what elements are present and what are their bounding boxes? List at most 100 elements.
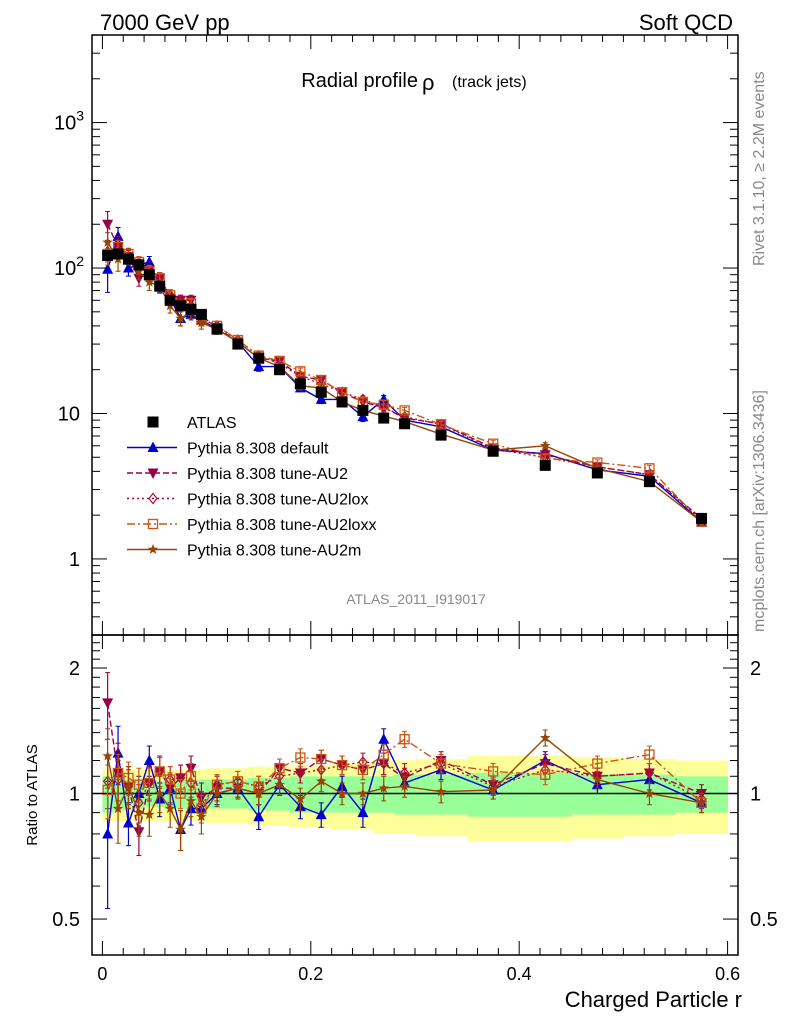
main-point (133, 265, 145, 276)
y-tick-label-right: 2 (750, 658, 761, 680)
main-point (112, 248, 124, 260)
ratio-point (357, 788, 369, 798)
legend-label: Pythia 8.308 tune-AU2 (187, 466, 348, 483)
legend-label: Pythia 8.308 tune-AU2lox (187, 492, 368, 509)
ratio-point (644, 749, 655, 760)
ratio-point (592, 758, 603, 769)
ratio-point (592, 774, 603, 785)
main-point (143, 256, 155, 267)
main-point (102, 249, 114, 261)
ratio-point (487, 766, 499, 777)
y-tick-label-right: 1 (750, 784, 761, 806)
mcplots-label: mcplots.cern.ch [arXiv:1306.3436] (751, 390, 768, 632)
ratio-point (274, 779, 285, 790)
main-point (357, 410, 369, 422)
ratio-point (253, 810, 265, 822)
legend-marker (147, 416, 159, 428)
legend-entry-au2m: Pythia 8.308 tune-AU2m (127, 543, 361, 560)
legend-entry-data: ATLAS (147, 415, 237, 432)
legend-label: ATLAS (187, 415, 237, 432)
ratio-point (175, 788, 186, 799)
main-point (253, 352, 265, 364)
ratio-point (315, 808, 327, 820)
main-point (102, 219, 114, 231)
main-series-au2loxx (102, 239, 707, 527)
ratio-point (185, 795, 197, 806)
ratio-point (399, 780, 410, 791)
main-point (143, 269, 155, 281)
legend-entry-au2loxx: Pythia 8.308 tune-AU2loxx (127, 517, 376, 534)
main-point (185, 303, 197, 315)
ratio-point (435, 786, 447, 797)
legend-entry-au2: Pythia 8.308 tune-AU2 (127, 466, 348, 483)
main-title: Radial profile (301, 70, 418, 92)
main-point (336, 396, 348, 408)
ratio-line-au2m (106, 736, 702, 832)
main-point (164, 294, 176, 306)
main-point (232, 338, 244, 350)
ratio-point (143, 754, 155, 766)
ratio-point (316, 753, 327, 765)
main-point (540, 440, 551, 451)
main-point (435, 429, 447, 441)
main-point (643, 476, 655, 488)
main-axis-ticks: 1 10 102 103 (54, 34, 738, 636)
main-point (644, 463, 655, 474)
ratio-point (253, 788, 264, 798)
y-tick-label: 102 (54, 253, 84, 280)
ratio-line-au2 (106, 702, 702, 832)
y-tick-label-right: 0.5 (750, 909, 778, 931)
main-point (399, 405, 410, 416)
main-point (378, 399, 389, 410)
ratio-point (274, 763, 285, 774)
ratio-point (144, 777, 155, 789)
ratio-point (154, 788, 165, 798)
ratio-point (164, 774, 176, 785)
ratio-point (232, 782, 244, 793)
ratio-point (644, 767, 655, 779)
ratio-point (378, 733, 390, 744)
main-point (122, 253, 134, 265)
ratio-point (378, 757, 389, 770)
main-point (315, 393, 327, 404)
main-point (591, 467, 603, 479)
main-point (196, 317, 207, 328)
ratio-point (102, 750, 113, 761)
ratio-point (487, 784, 499, 795)
main-point (112, 230, 124, 241)
main-point (144, 276, 155, 287)
ratio-point (540, 732, 551, 743)
legend: ATLAS Pythia 8.308 default Pythia 8.308 tu… (127, 415, 376, 560)
x-tick-label: 0.4 (507, 964, 532, 984)
main-point (295, 366, 306, 377)
legend-entry-default: Pythia 8.308 default (127, 441, 329, 458)
ratio-ylabel: Ratio to ATLAS (24, 744, 41, 845)
ratio-point (336, 759, 348, 771)
ratio-point (378, 782, 389, 793)
y-tick-label: 1 (69, 784, 80, 806)
ratio-plot-content (92, 672, 738, 910)
main-title-suffix: (track jets) (452, 74, 527, 91)
ratio-point (112, 767, 124, 779)
main-point (378, 412, 390, 424)
main-point (102, 263, 114, 274)
rivet-version-label: Rivet 3.1.10, ≥ 2.2M events (751, 71, 768, 266)
ratio-point (295, 793, 306, 804)
x-tick-label: 0.2 (298, 964, 323, 984)
ratio-axis-ticks: 0 0.2 0.4 0.6 0.5 0.5 1 1 2 2 (52, 635, 778, 984)
x-tick-label: 0 (97, 964, 107, 984)
main-point (102, 236, 113, 247)
y-tick-label: 2 (69, 658, 80, 680)
ratio-point (112, 803, 124, 814)
main-point (175, 300, 187, 312)
ratio-point (336, 788, 348, 798)
legend-marker (147, 441, 159, 452)
ratio-point (185, 771, 197, 782)
main-point (122, 262, 134, 273)
ratio-point (399, 734, 410, 745)
y-tick-label: 10 (58, 403, 80, 425)
ratio-panel: 0 0.2 0.4 0.6 0.5 0.5 1 1 2 2 Ratio to ATLAS Char… (24, 634, 778, 1012)
y-tick-label: 0.5 (52, 909, 80, 931)
ratio-point (435, 758, 447, 769)
